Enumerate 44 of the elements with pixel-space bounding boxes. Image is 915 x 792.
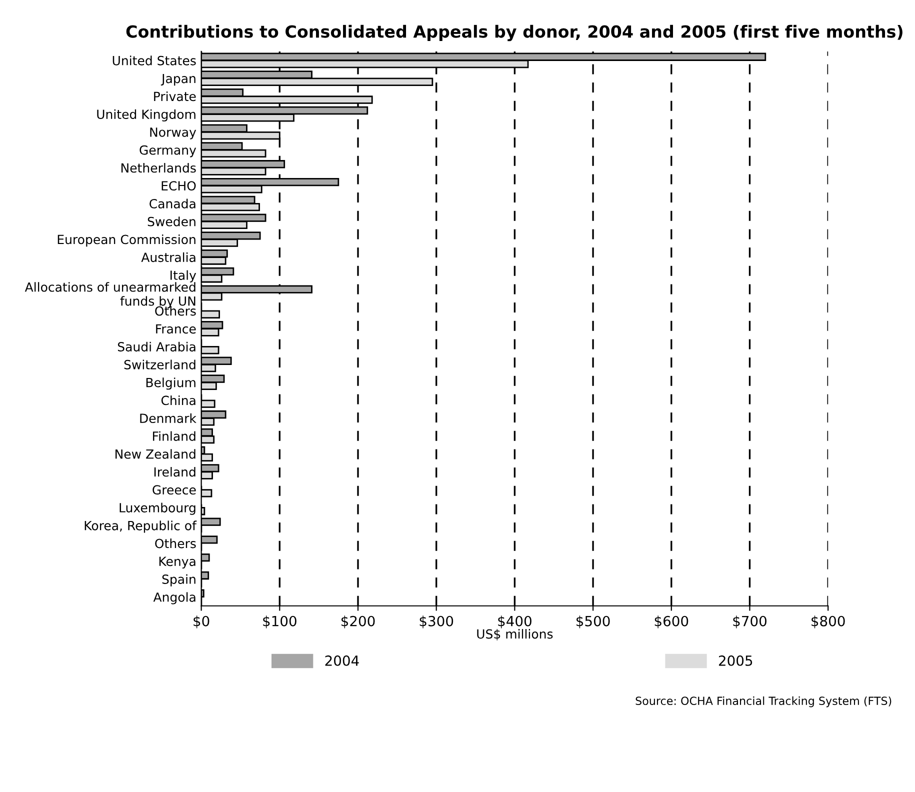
source-note: Source: OCHA Financial Tracking System (FTS) <box>636 696 892 708</box>
y-tick-label: Italy <box>170 270 196 282</box>
y-tick-label: France <box>156 324 196 334</box>
y-tick-label: Korea, Republic of <box>84 520 197 533</box>
x-tick-label: $300 <box>420 616 454 628</box>
x-tick-label: $600 <box>654 616 688 628</box>
y-tick-label: Germany <box>140 145 196 158</box>
y-tick-label: ECHO <box>162 181 196 191</box>
y-tick-label: Sweden <box>148 216 196 226</box>
y-tick-label: Netherlands <box>121 162 196 173</box>
y-tick-label: Saudi Arabia <box>118 342 196 352</box>
y-tick-label: Belgium <box>146 378 196 390</box>
y-tick-label: Ireland <box>154 467 196 477</box>
y-tick-label: Greece <box>152 485 196 495</box>
y-tick-label: Japan <box>160 74 196 86</box>
y-tick-label: Kenya <box>159 556 196 569</box>
y-tick-label: Finland <box>152 431 196 441</box>
y-tick-label: Canada <box>150 198 196 208</box>
x-tick-label: $400 <box>498 616 532 628</box>
y-tick-label: United Kingdom <box>97 109 196 122</box>
y-tick-label: Others <box>155 538 196 548</box>
y-tick-label: European Commission <box>58 234 196 247</box>
x-tick-label: $0 <box>194 616 210 628</box>
y-tick-label: Spain <box>162 574 196 586</box>
y-tick-label: China <box>161 395 196 406</box>
y-tick-label: Angola <box>153 592 196 604</box>
y-tick-label: Australia <box>141 252 196 262</box>
x-tick-label: $200 <box>341 616 375 628</box>
x-tick-label: $500 <box>576 616 610 628</box>
y-tick-label: United States <box>112 56 196 66</box>
x-axis-title: US$ millions <box>477 629 553 640</box>
x-tick-label: $700 <box>733 616 766 628</box>
x-tick-label: $100 <box>263 616 296 628</box>
legend-label: 2005 <box>718 655 752 666</box>
y-tick-label: Luxembourg <box>120 502 196 515</box>
y-tick-label: Others <box>155 306 196 316</box>
y-tick-label: Private <box>154 91 196 102</box>
x-tick-label: $800 <box>812 616 845 628</box>
y-tick-label: Denmark <box>140 413 196 424</box>
chart-title: Contributions to Consolidated Appeals by donor, 2004 and 2005 (first five months) <box>126 24 902 42</box>
y-tick-label: New Zealand <box>116 449 196 459</box>
legend-label: 2004 <box>325 655 359 666</box>
y-tick-label: Switzerland <box>124 360 196 370</box>
y-tick-label: Norway <box>150 128 196 140</box>
